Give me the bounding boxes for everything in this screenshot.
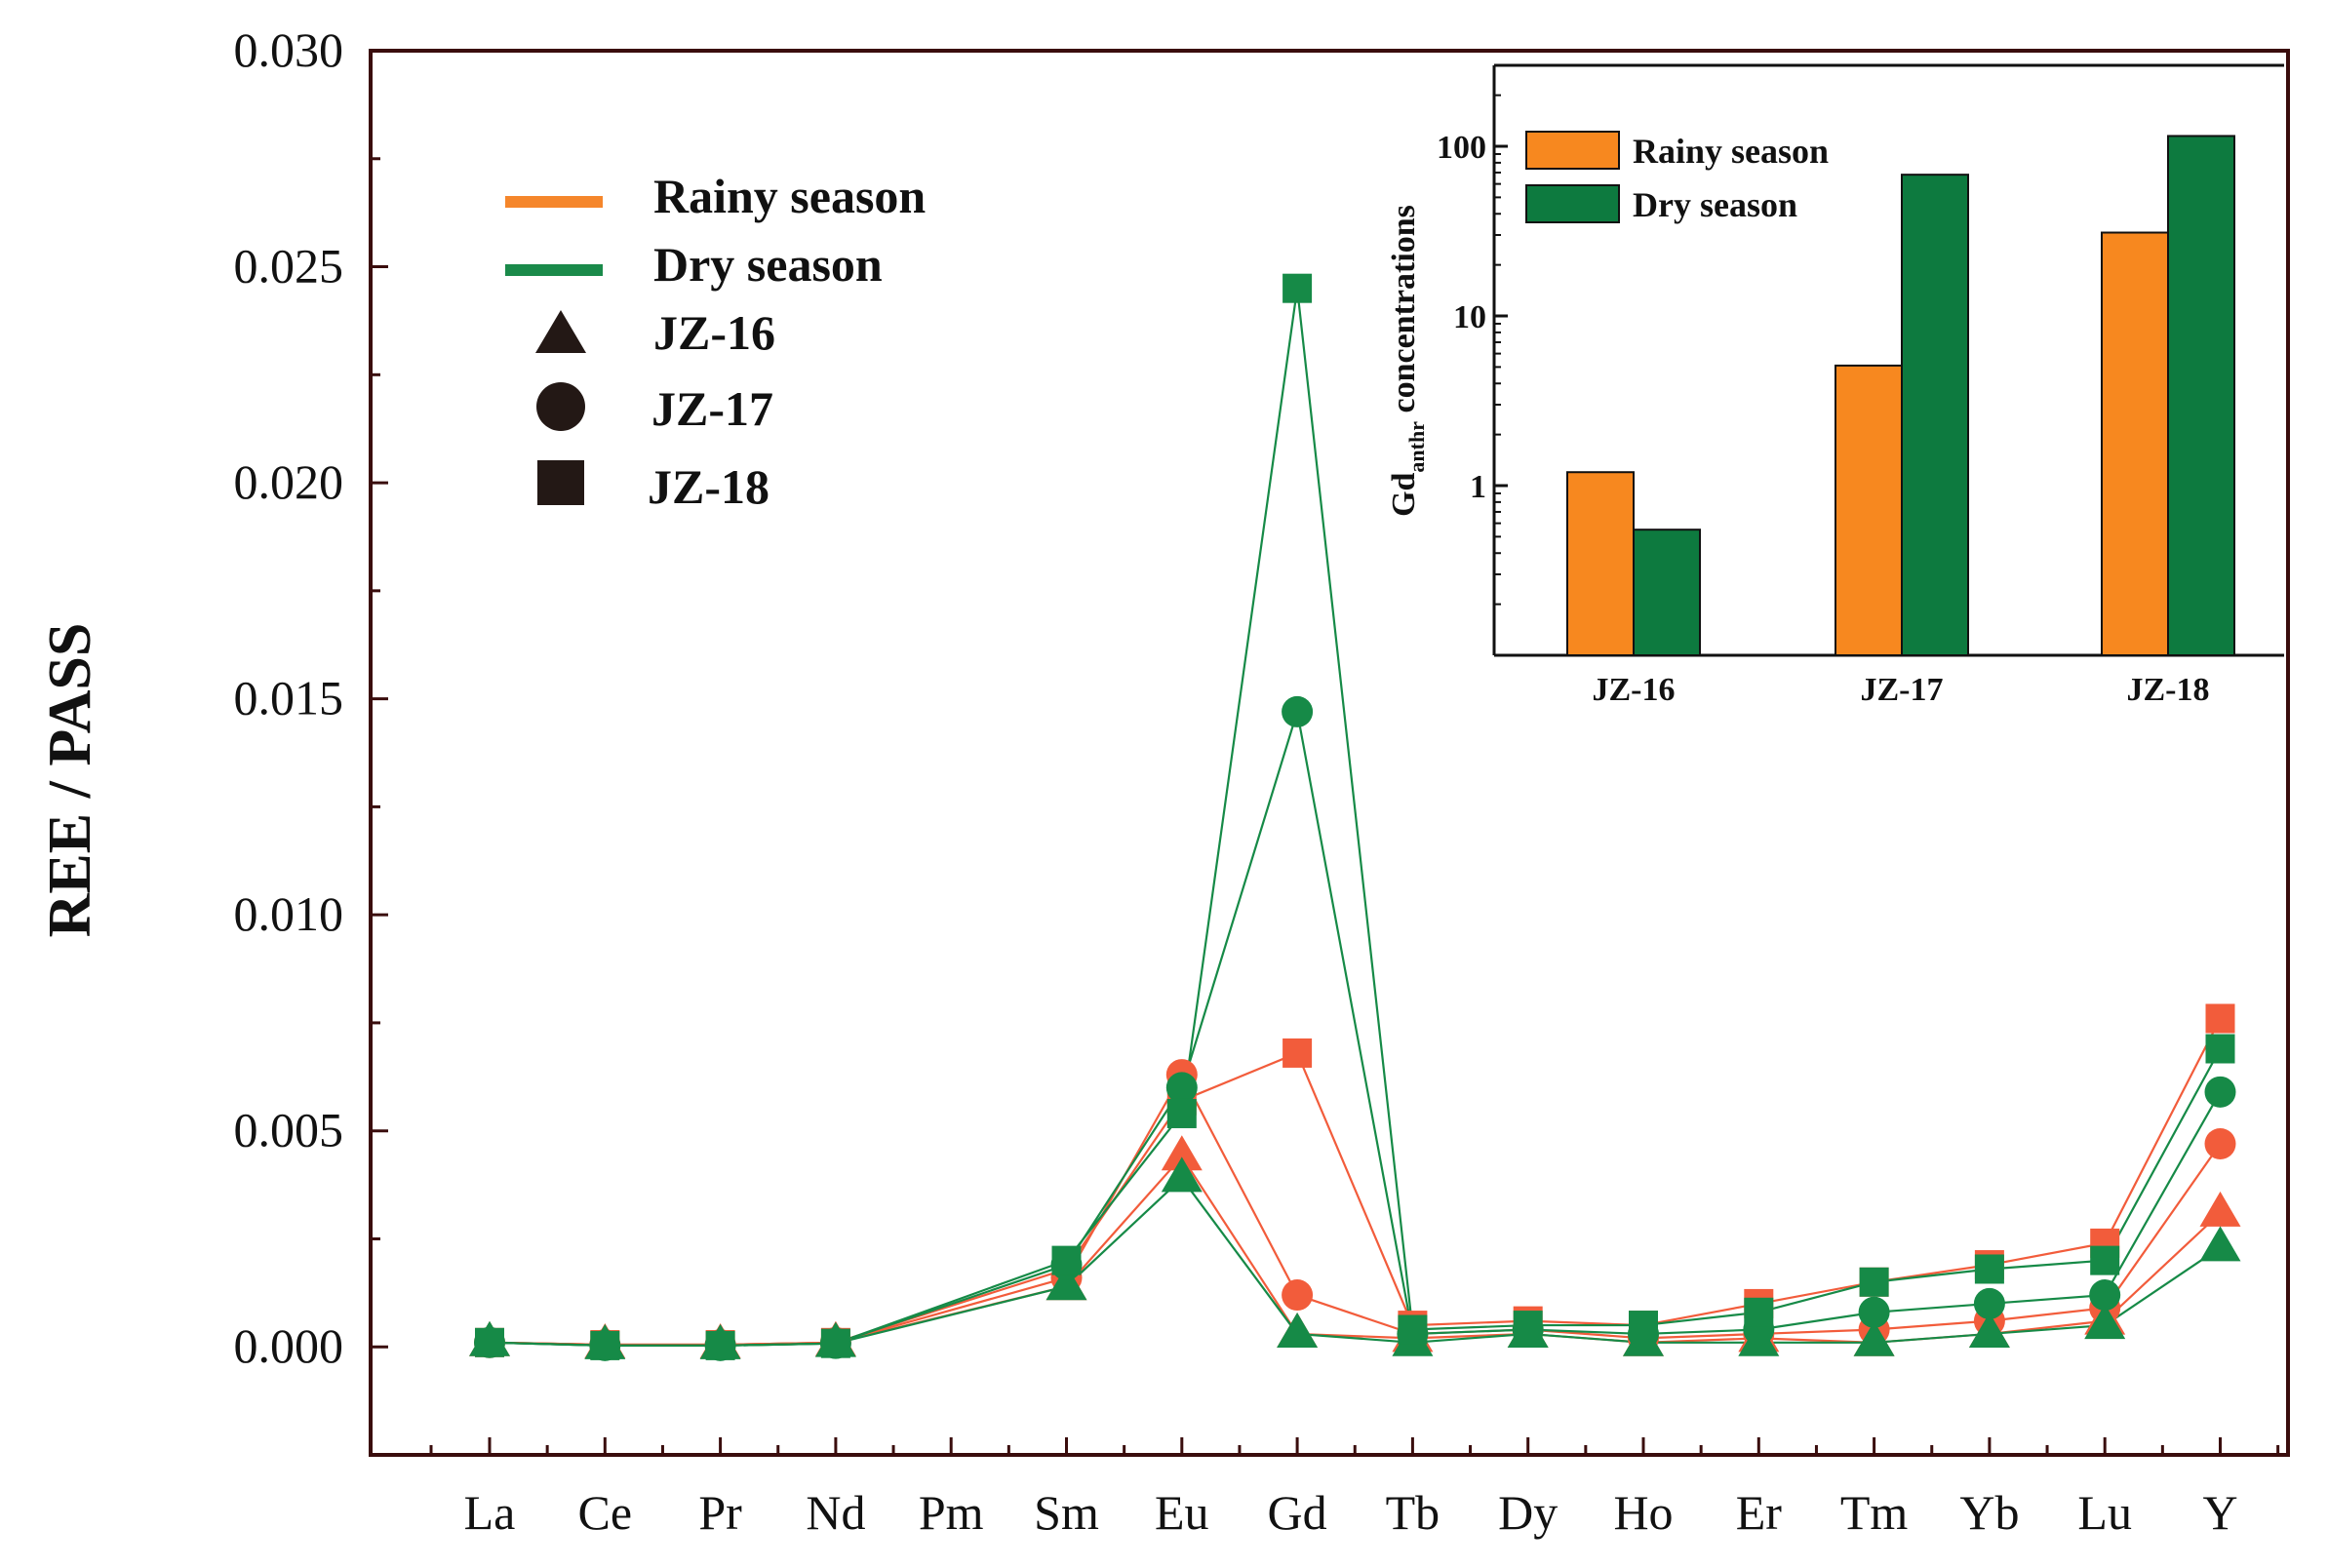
y-tick-label: 0.020	[234, 454, 344, 509]
inset-legend-dry-swatch	[1525, 184, 1620, 223]
legend-circle-icon	[536, 382, 585, 431]
data-point-square	[475, 1327, 504, 1357]
data-point-square	[2205, 1003, 2235, 1034]
data-point-square	[820, 1328, 850, 1358]
inset-legend-rainy-swatch	[1525, 131, 1620, 170]
data-point-circle	[2089, 1279, 2121, 1312]
legend-square-icon	[537, 460, 584, 505]
data-point-square	[1859, 1267, 1889, 1297]
main-legend: Rainy season Dry season JZ-16 JZ-17 JZ-1…	[505, 169, 926, 514]
legend-jz18-label: JZ-18	[648, 459, 769, 514]
x-tick-label: Lu	[2077, 1485, 2132, 1540]
x-tick-label: Pm	[919, 1485, 984, 1540]
inset-bar	[2101, 231, 2169, 656]
data-point-triangle	[1968, 1312, 2010, 1348]
inset-legend-dry-label: Dry season	[1633, 185, 1797, 224]
data-point-square	[1974, 1254, 2004, 1284]
main-plot-frame	[369, 49, 2290, 1457]
y-axis-title: REE / PASS	[37, 623, 103, 938]
series-line	[489, 1155, 2222, 1347]
x-tick-label: Ho	[1613, 1485, 1673, 1540]
data-point-triangle	[1161, 1156, 1203, 1193]
data-point-square	[1744, 1297, 1774, 1327]
x-tick-label: Tm	[1840, 1485, 1909, 1540]
x-tick-label: Eu	[1155, 1485, 1209, 1540]
data-point-square	[1282, 273, 1313, 303]
y-tick-label: 0.015	[234, 671, 344, 725]
y-tick-label: 0.010	[234, 886, 344, 941]
data-point-square	[705, 1330, 735, 1360]
data-point-triangle	[1277, 1312, 1319, 1348]
data-point-circle	[2204, 1076, 2236, 1108]
data-point-square	[1398, 1314, 1428, 1345]
data-point-square	[1282, 1038, 1313, 1068]
inset-bar	[1901, 174, 1969, 657]
series-line	[489, 1072, 2222, 1347]
series-line	[489, 1017, 2222, 1347]
inset-x-tick-label: JZ-17	[1861, 672, 1944, 708]
inset-bar	[1835, 364, 1903, 656]
inset-x-tick-label: JZ-18	[2127, 672, 2210, 708]
data-point-square	[2090, 1245, 2120, 1275]
inset-bar	[1566, 471, 1635, 656]
data-point-square	[1051, 1245, 1082, 1275]
x-tick-label: Yb	[1959, 1485, 2019, 1540]
inset-bar	[2167, 135, 2235, 656]
data-point-circle	[2204, 1127, 2236, 1159]
data-point-square	[1513, 1311, 1543, 1341]
legend-jz16-label: JZ-16	[653, 305, 775, 360]
x-tick-label: Pr	[698, 1485, 742, 1540]
data-point-circle	[1165, 1072, 1198, 1104]
inset-legend: Rainy season Dry season	[1525, 131, 1829, 224]
data-point-circle	[1282, 695, 1314, 727]
inset-bar	[1633, 529, 1701, 657]
inset-ylabel-main: Gd	[1386, 472, 1422, 516]
x-tick-label: Y	[2202, 1485, 2237, 1540]
inset-ylabel-rest: concentrations	[1386, 205, 1422, 421]
inset-y-tick-label: 10	[1453, 299, 1486, 335]
x-tick-label: Sm	[1034, 1485, 1099, 1540]
x-tick-label: Gd	[1268, 1485, 1327, 1540]
y-tick-label: 0.005	[234, 1103, 344, 1157]
data-point-triangle	[1046, 1265, 1087, 1301]
legend-jz17-label: JZ-17	[651, 381, 773, 436]
x-tick-label: La	[464, 1485, 516, 1540]
data-point-square	[1629, 1311, 1658, 1341]
legend-dry-label: Dry season	[653, 237, 883, 292]
inset-ylabel-sub: anthr	[1404, 421, 1429, 473]
inset-y-axis-title: Gdanthr concentrations	[1386, 205, 1429, 517]
inset-chart: 1 10 100 JZ-16 JZ-17 JZ-18 Gdanthr concentra…	[1386, 63, 2284, 708]
y-tick-label: 0.030	[234, 22, 344, 77]
inset-y-tick-label: 100	[1437, 130, 1486, 166]
data-point-circle	[1282, 1279, 1314, 1312]
y-tick-label: 0.025	[234, 239, 344, 294]
y-tick-label: 0.000	[234, 1318, 344, 1373]
legend-triangle-icon	[535, 310, 586, 353]
data-point-circle	[1973, 1287, 2005, 1319]
data-point-circle	[1858, 1296, 1890, 1328]
x-tick-label: Nd	[806, 1485, 865, 1540]
legend-rainy-label: Rainy season	[653, 169, 926, 223]
x-tick-label: Er	[1736, 1485, 1783, 1540]
data-point-triangle	[2199, 1226, 2241, 1262]
data-point-triangle	[2084, 1304, 2126, 1340]
data-point-square	[2205, 1034, 2235, 1064]
data-point-square	[1166, 1098, 1197, 1128]
x-tick-label: Tb	[1386, 1485, 1440, 1540]
series-line	[489, 1176, 2222, 1348]
inset-y-tick-label: 1	[1470, 469, 1486, 505]
data-point-triangle	[1161, 1135, 1203, 1171]
data-point-triangle	[2199, 1191, 2241, 1227]
x-tick-label: Ce	[578, 1485, 633, 1540]
inset-x-tick-label: JZ-16	[1593, 672, 1676, 708]
inset-legend-rainy-label: Rainy season	[1633, 132, 1829, 171]
data-point-square	[590, 1330, 620, 1360]
data-point-triangle	[1853, 1320, 1895, 1356]
x-tick-label: Dy	[1498, 1485, 1558, 1540]
